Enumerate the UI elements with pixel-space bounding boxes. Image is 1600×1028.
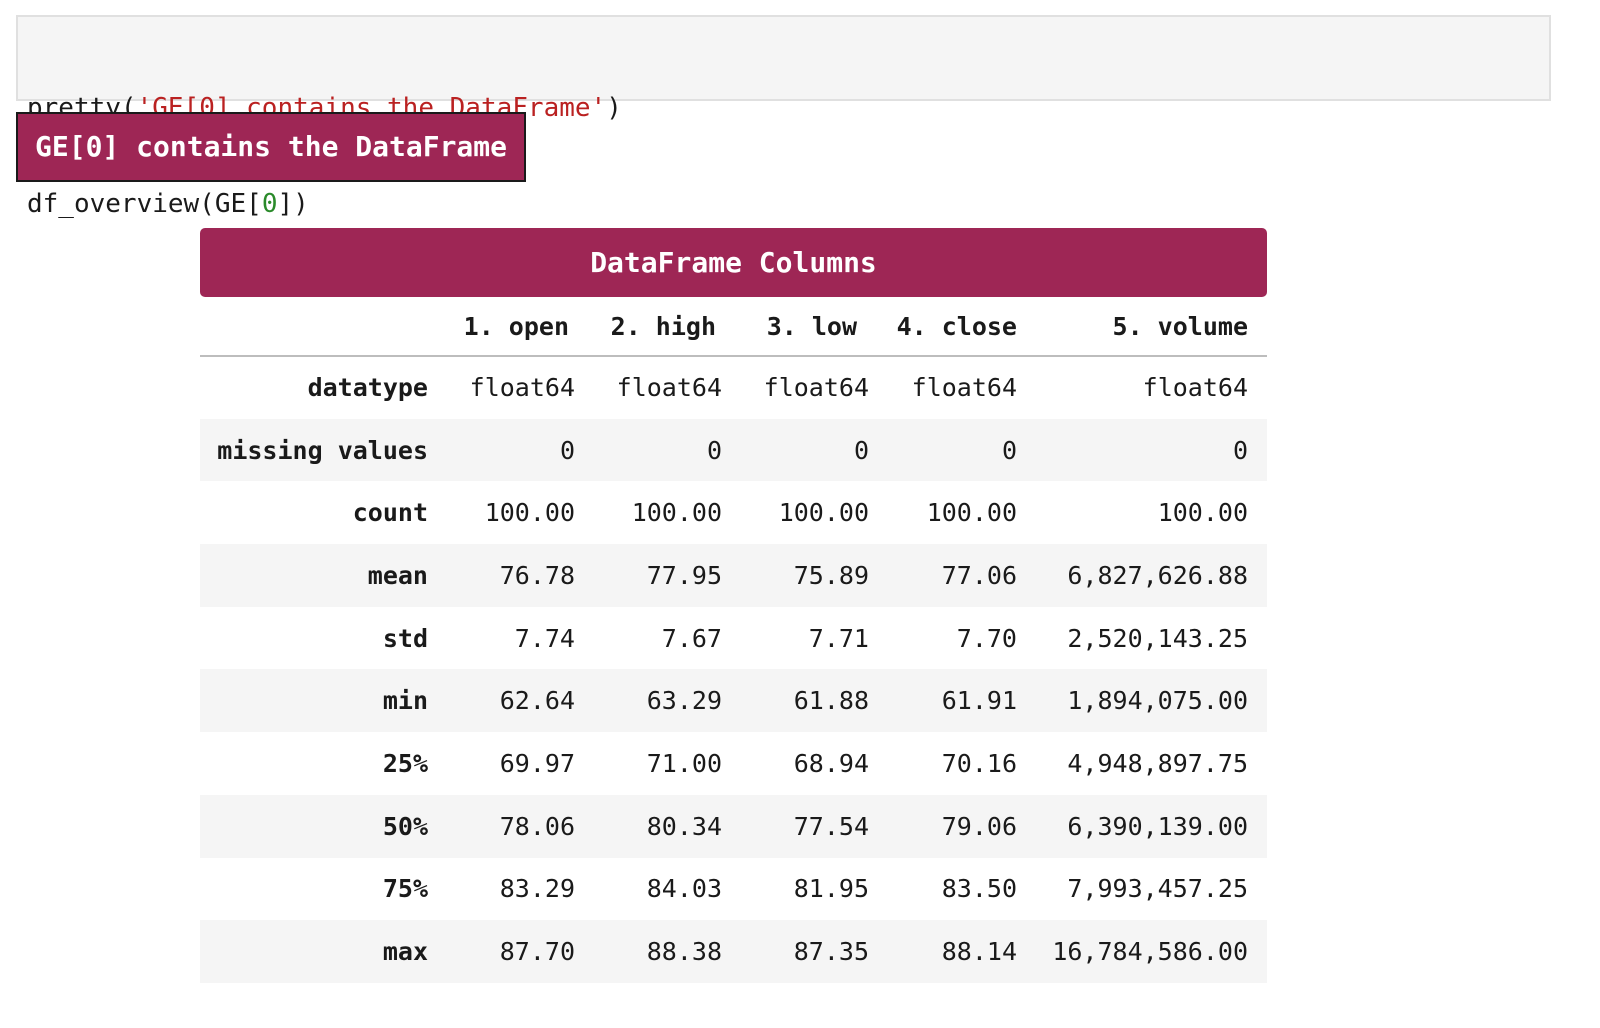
- output-banner: GE[0] contains the DataFrame: [16, 112, 527, 182]
- table-cell: 88.14: [941, 937, 1017, 967]
- table-cell: 100.00: [1157, 498, 1248, 528]
- column-header: 3. low: [722, 297, 869, 357]
- table-cell: 70.16: [941, 748, 1017, 778]
- table-row: 50% 78.06 80.34 77.54 79.06 6,390,139.00: [200, 794, 1267, 858]
- row-label: missing values: [217, 435, 428, 465]
- column-header: 4. close: [869, 297, 1017, 357]
- row-label: 25%: [382, 748, 428, 778]
- corner-cell: [200, 297, 440, 357]
- table-cell: float64: [911, 373, 1017, 403]
- table-cell: 71.00: [646, 748, 722, 778]
- dataframe-overview: DataFrame Columns 1. open 2. high 3. low…: [200, 228, 1267, 983]
- code-number-literal: 0: [261, 189, 278, 219]
- table-cell: 0: [853, 435, 869, 465]
- column-header: 1. open: [440, 297, 575, 357]
- row-label: std: [382, 623, 428, 653]
- code-close-paren: ): [606, 93, 622, 123]
- table-cell: 68.94: [793, 748, 869, 778]
- row-label: 75%: [382, 874, 428, 904]
- row-label: datatype: [307, 373, 428, 403]
- row-label: min: [382, 686, 428, 716]
- table-cell: 84.03: [646, 874, 722, 904]
- table-cell: 77.95: [646, 560, 722, 590]
- table-cell: 7.70: [956, 623, 1017, 653]
- row-label: count: [352, 498, 428, 528]
- table-cell: 69.97: [499, 748, 575, 778]
- table-cell: float64: [616, 373, 722, 403]
- table-cell: 16,784,586.00: [1052, 937, 1248, 967]
- table-cell: 88.38: [646, 937, 722, 967]
- table-cell: 100.00: [926, 498, 1017, 528]
- table-cell: 81.95: [793, 874, 869, 904]
- table-cell: 83.50: [941, 874, 1017, 904]
- table-cell: 7.74: [514, 623, 575, 653]
- table-cell: 61.88: [793, 686, 869, 716]
- table-cell: 100.00: [778, 498, 869, 528]
- table-row: min 62.64 63.29 61.88 61.91 1,894,075.00: [200, 669, 1267, 733]
- table-cell: 2,520,143.25: [1067, 623, 1248, 653]
- table-row: 25% 69.97 71.00 68.94 70.16 4,948,897.75: [200, 732, 1267, 795]
- header-row: 1. open 2. high 3. low 4. close 5. volum…: [200, 297, 1267, 357]
- column-header: 5. volume: [1017, 297, 1267, 357]
- table-cell: 7.71: [808, 623, 869, 653]
- table-row: count 100.00 100.00 100.00 100.00 100.00: [200, 481, 1267, 544]
- table-cell: 4,948,897.75: [1067, 748, 1248, 778]
- table-row: mean 76.78 77.95 75.89 77.06 6,827,626.8…: [200, 544, 1267, 607]
- table-row: 75% 83.29 84.03 81.95 83.50 7,993,457.25: [200, 858, 1267, 921]
- table-cell: 0: [1001, 435, 1017, 465]
- table-cell: 77.06: [941, 560, 1017, 590]
- table-cell: 61.91: [941, 686, 1017, 716]
- table-cell: float64: [1142, 373, 1248, 403]
- table-row: max 87.70 88.38 87.35 88.14 16,784,586.0…: [200, 920, 1267, 983]
- table-cell: 83.29: [499, 874, 575, 904]
- table-row: std 7.74 7.67 7.71 7.70 2,520,143.25: [200, 607, 1267, 670]
- code-fn-call: df_overview(GE[: [27, 189, 262, 219]
- table-row: missing values 0 0 0 0 0: [200, 418, 1267, 482]
- column-header: 2. high: [575, 297, 722, 357]
- table-row: datatype float64 float64 float64 float64…: [200, 356, 1267, 419]
- table-cell: 79.06: [941, 811, 1017, 841]
- row-label: mean: [367, 560, 428, 590]
- table-cell: 0: [559, 435, 575, 465]
- table-cell: 87.35: [793, 937, 869, 967]
- table-cell: 62.64: [499, 686, 575, 716]
- table-cell: 0: [706, 435, 722, 465]
- table-cell: 6,827,626.88: [1067, 560, 1248, 590]
- stats-table: 1. open 2. high 3. low 4. close 5. volum…: [200, 297, 1267, 983]
- table-cell: float64: [763, 373, 869, 403]
- table-cell: 1,894,075.00: [1067, 686, 1248, 716]
- table-cell: 63.29: [646, 686, 722, 716]
- code-cell[interactable]: pretty('GE[0] contains the DataFrame') d…: [16, 15, 1551, 219]
- table-cell: float64: [469, 373, 575, 403]
- table-cell: 76.78: [499, 560, 575, 590]
- code-close-paren: ]): [277, 189, 309, 219]
- table-cell: 6,390,139.00: [1067, 811, 1248, 841]
- table-cell: 75.89: [793, 560, 869, 590]
- overview-title: DataFrame Columns: [200, 228, 1267, 297]
- table-cell: 77.54: [793, 811, 869, 841]
- table-cell: 87.70: [499, 937, 575, 967]
- row-label: max: [382, 937, 428, 967]
- table-cell: 100.00: [631, 498, 722, 528]
- table-cell: 7,993,457.25: [1067, 874, 1248, 904]
- code-line-2: df_overview(GE[0]): [27, 188, 1549, 220]
- table-cell: 78.06: [499, 811, 575, 841]
- table-cell: 0: [1232, 435, 1248, 465]
- table-cell: 80.34: [646, 811, 722, 841]
- row-label: 50%: [382, 811, 428, 841]
- table-cell: 100.00: [484, 498, 575, 528]
- table-cell: 7.67: [661, 623, 722, 653]
